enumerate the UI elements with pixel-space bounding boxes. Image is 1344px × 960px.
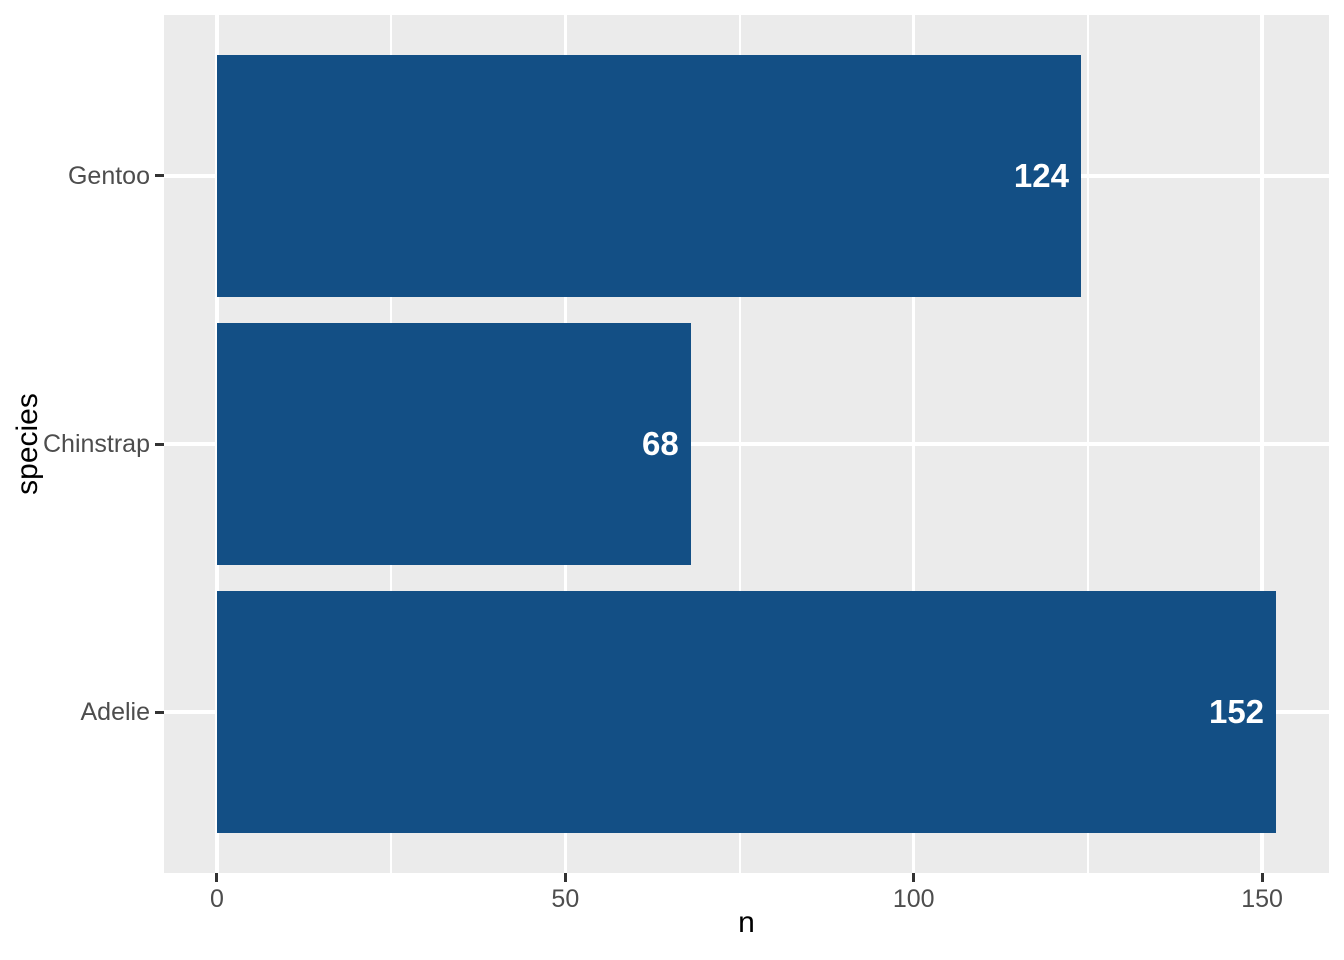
y-tick-mark — [155, 174, 164, 178]
y-tick-label: Chinstrap — [43, 430, 150, 458]
x-tick-label: 150 — [1241, 885, 1283, 913]
x-tick-label: 0 — [210, 885, 224, 913]
y-tick-label: Adelie — [80, 698, 151, 727]
x-tick-label: 100 — [892, 885, 935, 913]
gridline-major-horizontal — [164, 442, 1329, 446]
bar-value-label: 124 — [1013, 156, 1069, 194]
x-tick-mark — [215, 873, 219, 882]
x-tick-mark — [912, 873, 916, 882]
y-tick-label: Gentoo — [67, 161, 150, 190]
bar-chinstrap — [216, 323, 691, 565]
bar-adelie — [216, 591, 1277, 833]
y-tick-mark — [155, 710, 164, 714]
x-tick-label: 50 — [551, 885, 580, 913]
x-tick-mark — [1260, 873, 1264, 882]
y-tick-mark — [155, 442, 164, 446]
plot-panel: 124 68 152 — [164, 15, 1329, 873]
bar-gentoo — [216, 55, 1081, 297]
bar-value-label: 68 — [642, 425, 679, 462]
x-tick-mark — [563, 873, 567, 882]
x-axis-title: n — [738, 906, 755, 939]
bar-value-label: 152 — [1208, 693, 1265, 731]
